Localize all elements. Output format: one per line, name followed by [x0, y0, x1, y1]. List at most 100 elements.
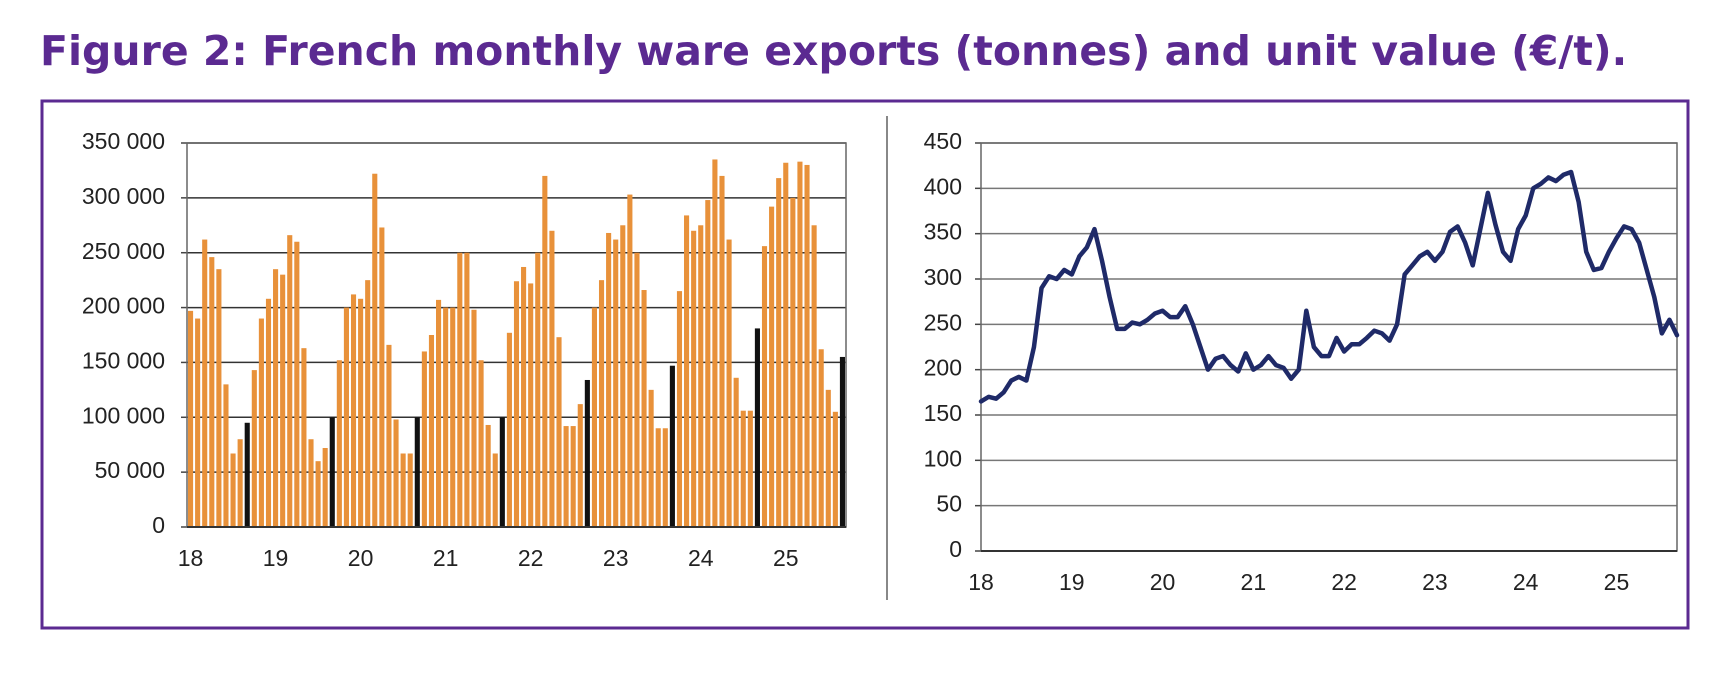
bar — [577, 404, 583, 527]
bar — [407, 453, 413, 527]
x-tick-label: 25 — [1604, 569, 1630, 595]
line — [978, 169, 1680, 404]
x-tick-label: 20 — [1150, 569, 1176, 595]
bar — [209, 257, 215, 527]
bar — [365, 280, 371, 527]
bar — [436, 299, 442, 527]
bar — [358, 298, 364, 527]
bar — [287, 235, 293, 527]
bar — [818, 349, 824, 527]
bar — [676, 291, 683, 527]
x-tick-label: 20 — [348, 545, 374, 571]
bar — [521, 266, 527, 527]
bar — [598, 280, 605, 527]
bar — [464, 252, 470, 527]
bar — [705, 200, 711, 527]
bar — [308, 439, 314, 527]
bar — [712, 159, 718, 527]
bar — [244, 422, 250, 527]
bar — [620, 225, 626, 528]
bar — [655, 428, 661, 527]
bar — [471, 309, 477, 527]
y-tick-label: 100 — [924, 445, 962, 471]
y-tick-label: 50 — [936, 491, 962, 517]
bar — [322, 448, 328, 527]
bar — [485, 424, 491, 527]
y-tick-label: 300 000 — [82, 183, 165, 209]
bar — [776, 178, 782, 527]
figure-frame — [40, 99, 1690, 630]
y-tick-label: 200 — [924, 355, 962, 381]
bar — [804, 164, 810, 527]
bar — [506, 332, 512, 527]
x-tick-label: 24 — [1513, 569, 1539, 595]
bar — [280, 274, 286, 527]
x-tick-label: 22 — [1331, 569, 1357, 595]
bar — [499, 417, 505, 527]
bar — [542, 175, 548, 527]
bar — [315, 461, 321, 527]
bar — [379, 227, 385, 528]
bar — [301, 348, 307, 527]
bar — [761, 246, 768, 528]
bar — [733, 377, 739, 527]
bar — [443, 307, 449, 527]
y-tick-label: 0 — [949, 536, 962, 562]
bar — [627, 194, 633, 527]
bar — [790, 197, 796, 527]
bar — [457, 252, 463, 527]
bar — [513, 281, 520, 527]
y-tick-label: 350 — [924, 219, 962, 245]
bar — [726, 239, 732, 527]
bar — [563, 426, 569, 527]
bar — [797, 161, 803, 527]
bar — [570, 426, 576, 527]
bar — [329, 417, 335, 527]
y-tick-label: 0 — [152, 512, 165, 538]
bar — [202, 239, 208, 527]
bar — [237, 439, 243, 527]
bar — [386, 344, 392, 527]
bar — [691, 230, 697, 527]
bar — [549, 230, 555, 527]
x-tick-label: 18 — [178, 545, 204, 571]
bar — [273, 269, 279, 527]
x-tick-label: 21 — [433, 545, 459, 571]
bar — [606, 232, 612, 528]
bar — [428, 335, 435, 527]
y-tick-label: 400 — [924, 173, 962, 199]
plot-frame — [980, 142, 1678, 552]
bar — [251, 370, 257, 527]
x-tick-label: 23 — [603, 545, 629, 571]
bar — [414, 417, 420, 527]
bar — [230, 453, 236, 527]
bar — [195, 318, 201, 527]
bar — [372, 173, 378, 527]
bar — [669, 365, 675, 527]
bar — [747, 410, 753, 527]
y-tick-label: 350 000 — [82, 128, 165, 154]
bar — [591, 307, 597, 527]
bar — [811, 225, 817, 528]
bar — [698, 225, 704, 528]
bar — [187, 310, 194, 527]
bar — [294, 241, 300, 527]
bar — [832, 411, 838, 527]
bar — [336, 360, 342, 527]
bar — [343, 307, 349, 527]
bar — [648, 389, 654, 527]
y-tick-label: 450 — [924, 128, 962, 154]
bar — [556, 337, 562, 527]
bar — [216, 269, 222, 527]
bar — [478, 360, 484, 527]
y-tick-label: 250 000 — [82, 238, 165, 264]
y-tick-label: 250 — [924, 309, 962, 335]
y-tick-label: 200 000 — [82, 293, 165, 319]
bar — [400, 453, 406, 527]
bar — [223, 384, 229, 527]
bar — [839, 356, 846, 527]
bar — [684, 215, 690, 527]
x-tick-label: 22 — [518, 545, 544, 571]
y-tick-label: 150 000 — [82, 348, 165, 374]
